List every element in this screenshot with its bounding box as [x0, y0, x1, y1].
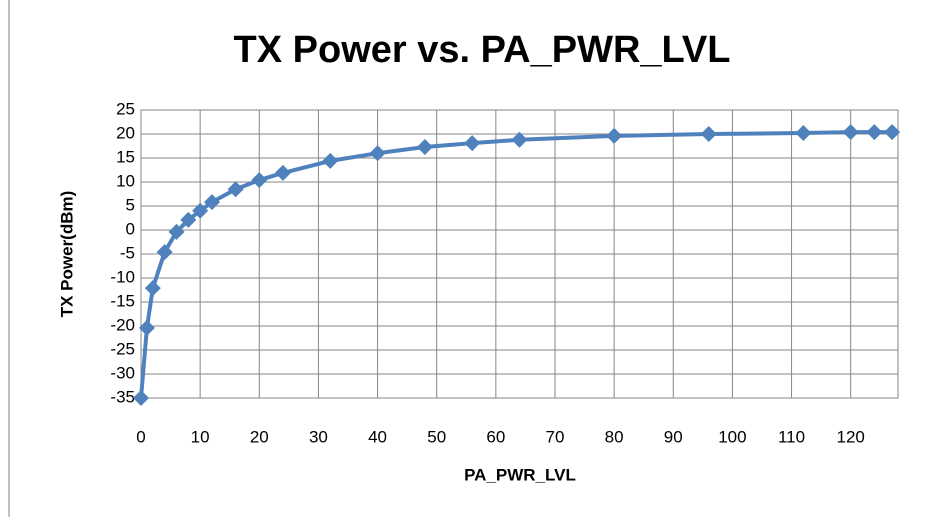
chart-title: TX Power vs. PA_PWR_LVL	[234, 29, 731, 71]
y-tick-label: -30	[110, 363, 135, 382]
y-tick-label: -10	[110, 267, 135, 286]
x-tick-label: 30	[309, 427, 328, 446]
y-axis-label: TX Power(dBm)	[57, 191, 76, 318]
y-tick-label: -35	[110, 387, 135, 406]
y-tick-label: 25	[116, 99, 135, 118]
marker	[322, 152, 339, 169]
x-tick-label: 0	[136, 427, 145, 446]
marker	[203, 194, 220, 211]
x-tick-label: 80	[605, 427, 624, 446]
y-tick-label: -20	[110, 315, 135, 334]
marker	[511, 131, 528, 148]
marker	[369, 145, 386, 162]
x-tick-label: 70	[546, 427, 565, 446]
marker	[168, 223, 185, 240]
x-tick-label: 100	[718, 427, 746, 446]
marker	[251, 172, 268, 189]
marker	[842, 124, 859, 141]
x-tick-label: 40	[368, 427, 387, 446]
marker	[192, 202, 209, 219]
marker	[700, 126, 717, 142]
marker	[138, 319, 155, 336]
plot-border	[140, 109, 899, 399]
y-tick-label: 5	[126, 195, 135, 214]
marker	[274, 164, 291, 181]
marker	[156, 244, 173, 261]
marker	[884, 124, 901, 141]
marker	[133, 390, 149, 406]
y-tick-label: 10	[116, 171, 135, 190]
y-tick-label: 15	[116, 147, 135, 166]
y-tick-label: -25	[110, 339, 135, 358]
marker	[416, 138, 433, 155]
marker	[795, 125, 812, 142]
x-tick-label: 90	[664, 427, 683, 446]
y-tick-label: 20	[116, 123, 135, 142]
marker	[866, 124, 883, 141]
series-line	[139, 130, 893, 399]
y-tick-label: -15	[110, 291, 135, 310]
x-tick-label: 10	[191, 427, 210, 446]
y-tick-label: 0	[126, 219, 135, 238]
x-tick-label: 120	[837, 427, 865, 446]
marker	[464, 135, 481, 152]
marker	[144, 280, 161, 297]
y-tick-label: -5	[120, 243, 135, 262]
marker	[180, 211, 197, 228]
marker	[227, 181, 244, 198]
x-tick-label: 50	[427, 427, 446, 446]
marker	[606, 127, 623, 144]
x-tick-label: 20	[250, 427, 269, 446]
x-tick-label: 110	[778, 427, 805, 446]
x-axis-label: PA_PWR_LVL	[464, 465, 576, 484]
x-tick-label: 60	[486, 427, 505, 446]
